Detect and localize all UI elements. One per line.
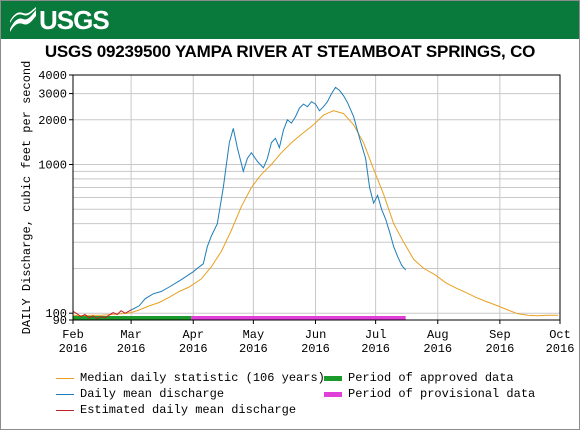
estimated-swatch [56, 409, 74, 411]
x-axis-ticks: Feb2016Mar2016Apr2016May2016Jun2016Jul20… [59, 320, 575, 356]
series-lines [72, 86, 558, 320]
y-tick-label: 4000 [38, 69, 67, 83]
legend-estimated-label: Estimated daily mean discharge [80, 403, 297, 417]
series-line [72, 309, 132, 320]
legend-estimated: Estimated daily mean discharge [56, 403, 296, 417]
y-tick-label: 1000 [38, 159, 67, 173]
data-period-bars [73, 316, 406, 320]
daily-swatch [56, 393, 74, 395]
legend-provisional-label: Period of provisional data [348, 387, 536, 401]
series-line [72, 110, 558, 317]
series-line [130, 86, 407, 311]
grid-lines [72, 74, 561, 320]
y-axis-label: DAILY Discharge, cubic feet per second [20, 61, 34, 335]
legend-approved: Period of approved data [324, 371, 514, 385]
x-tick-year: 2016 [239, 342, 268, 356]
y-tick-label: 90 [53, 314, 67, 328]
y-tick-label: 100 [45, 307, 67, 321]
x-tick-month: Jun [305, 328, 327, 342]
chart-title: USGS 09239500 YAMPA RIVER AT STEAMBOAT S… [44, 42, 536, 61]
legend-approved-label: Period of approved data [348, 371, 514, 385]
usgs-banner: USGS [1, 1, 579, 39]
provisional-swatch [324, 391, 342, 397]
y-tick-label: 2000 [38, 114, 67, 128]
x-tick-month: Aug [427, 328, 449, 342]
usgs-logo-text: USGS [39, 5, 110, 35]
legend-provisional: Period of provisional data [324, 387, 535, 401]
legend-median: Median daily statistic (106 years) [56, 371, 325, 385]
plot-area-border [72, 74, 561, 321]
x-tick-month: Apr [182, 328, 204, 342]
legend-daily-label: Daily mean discharge [80, 387, 225, 401]
usgs-logo[interactable]: USGS [9, 5, 110, 35]
approved-swatch [324, 375, 342, 381]
y-tick-label: 3000 [38, 88, 67, 102]
x-tick-month: Feb [62, 328, 84, 342]
x-tick-month: Jul [365, 328, 387, 342]
median-swatch [56, 377, 74, 379]
x-tick-year: 2016 [117, 342, 146, 356]
x-tick-year: 2016 [423, 342, 452, 356]
x-tick-year: 2016 [59, 342, 88, 356]
x-tick-year: 2016 [179, 342, 208, 356]
legend-median-label: Median daily statistic (106 years) [80, 371, 325, 385]
x-tick-month: Oct [549, 328, 571, 342]
x-tick-month: May [243, 328, 265, 342]
legend-daily: Daily mean discharge [56, 387, 224, 401]
period-bar [191, 316, 406, 320]
x-tick-year: 2016 [361, 342, 390, 356]
x-tick-year: 2016 [301, 342, 330, 356]
x-tick-month: Sep [489, 328, 511, 342]
period-bar [73, 316, 192, 320]
x-tick-year: 2016 [485, 342, 514, 356]
x-tick-year: 2016 [546, 342, 575, 356]
x-tick-month: Mar [120, 328, 142, 342]
usgs-wave-icon [10, 7, 36, 32]
